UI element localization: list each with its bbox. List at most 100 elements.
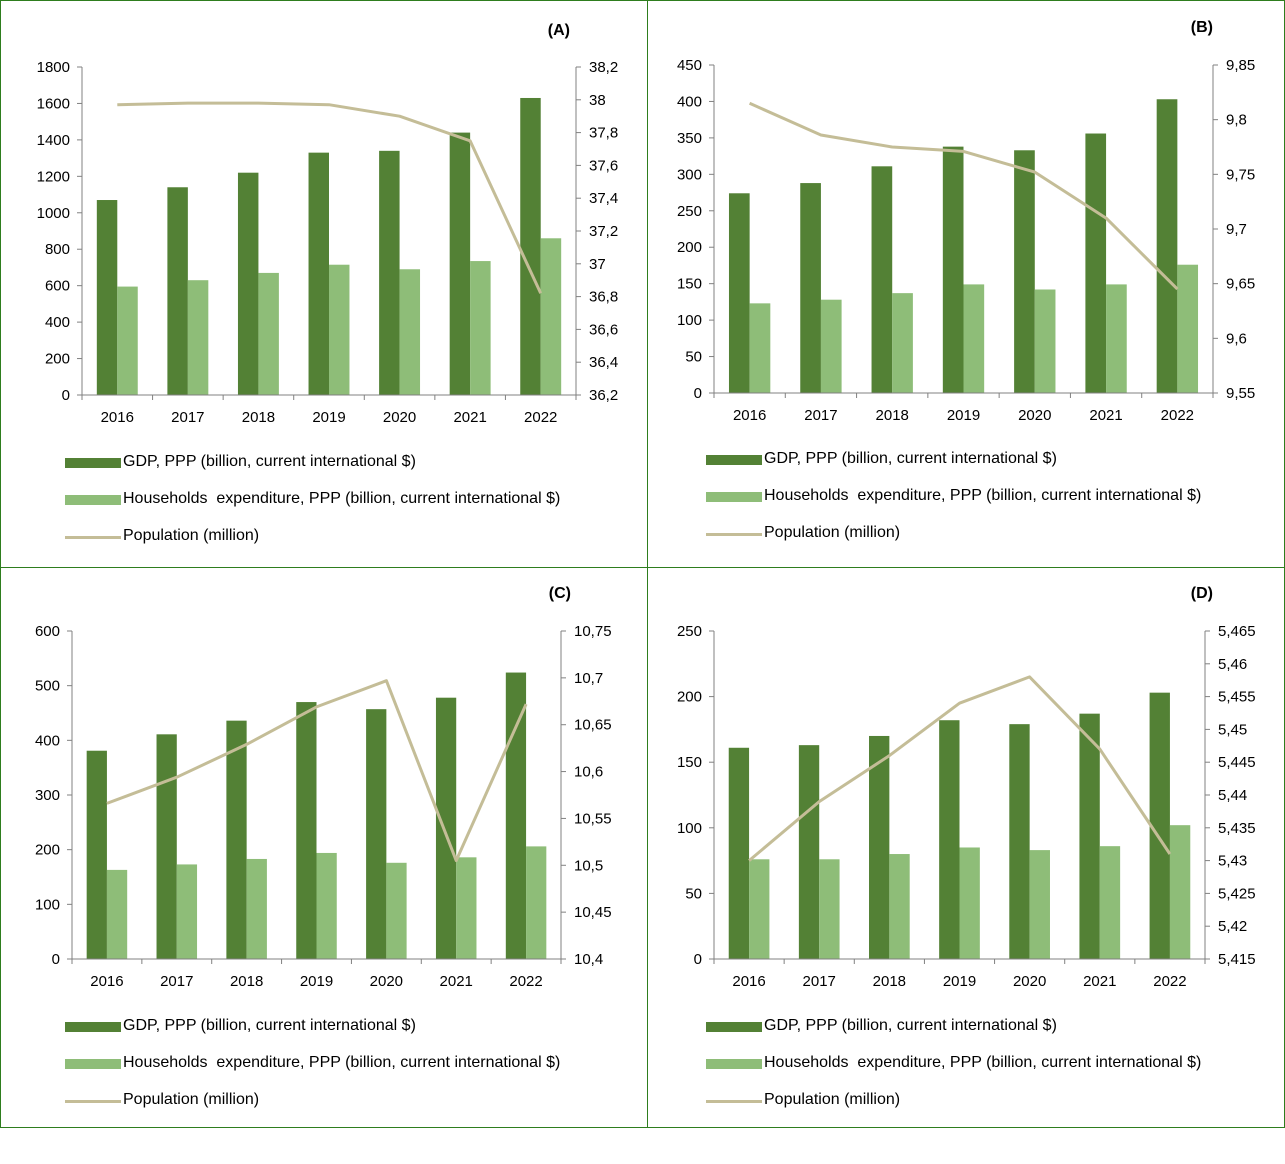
legend-swatch-gdp	[706, 455, 762, 465]
right-tick-label: 38,2	[589, 59, 618, 76]
bar-gdp	[939, 720, 960, 959]
bar-households	[117, 286, 138, 395]
chart-svg-b: (B) 0 50 100 150 200 250 300 350 400 450 9,55 9,6 9,6…	[677, 19, 1255, 424]
bar-households	[749, 859, 770, 959]
bar-gdp	[1079, 713, 1100, 959]
left-tick-label: 150	[677, 754, 702, 771]
legend-item-gdp: GDP, PPP (billion, current international…	[706, 1017, 1057, 1055]
bar-households	[1177, 264, 1199, 393]
right-tick-label: 10,4	[574, 951, 603, 968]
bar-households	[526, 846, 547, 959]
line-population	[748, 675, 1172, 862]
right-tick-label: 5,45	[1218, 721, 1247, 738]
bar-gdp	[156, 734, 177, 959]
panel-label: (A)	[548, 22, 570, 39]
legend-item-households: Households expenditure, PPP (billion, cu…	[65, 490, 560, 528]
right-tick-label: 10,65	[574, 717, 612, 734]
x-tick-label: 2020	[370, 973, 403, 990]
bar-households	[820, 299, 842, 393]
legend-swatch-gdp	[65, 458, 121, 468]
x-tick-label: 2016	[90, 973, 123, 990]
bar-households	[540, 238, 562, 395]
bar-households	[749, 303, 771, 393]
x-tick-label: 2019	[947, 407, 980, 424]
left-tick-label: 600	[45, 278, 70, 295]
legend-label-gdp: GDP, PPP (billion, current international…	[764, 450, 1057, 467]
left-tick-label: 400	[677, 93, 702, 110]
left-tick-label: 1800	[37, 59, 70, 76]
bar-households	[1106, 284, 1127, 393]
x-tick-label: 2016	[732, 973, 765, 990]
bar-gdp	[379, 150, 400, 395]
x-tick-label: 2021	[453, 409, 486, 426]
legend-label-population: Population (million)	[123, 527, 260, 544]
bar-households	[246, 858, 267, 959]
legend-label-population: Population (million)	[764, 524, 901, 541]
left-tick-label: 200	[45, 351, 70, 368]
legend-label-population: Population (million)	[123, 1091, 260, 1108]
right-tick-label: 38	[589, 92, 606, 109]
bar-gdp	[1014, 150, 1035, 393]
x-tick-label: 2022	[1161, 407, 1194, 424]
left-tick-label: 500	[35, 678, 60, 695]
bar-gdp	[167, 187, 188, 395]
bar-households	[176, 864, 198, 959]
legend-item-gdp: GDP, PPP (billion, current international…	[65, 453, 416, 491]
bar-gdp	[296, 702, 317, 959]
x-tick-label: 2018	[230, 973, 263, 990]
bar-households	[819, 859, 840, 959]
bar-gdp	[800, 183, 821, 393]
chart-svg-c: (C) 0 100 200 300 400 500 600 10,4 10,45 10,5 10,55…	[35, 585, 612, 990]
right-tick-label: 9,6	[1226, 330, 1247, 347]
right-tick-label: 36,6	[589, 321, 618, 338]
legend-d: GDP, PPP (billion, current international…	[706, 1017, 1201, 1129]
bar-gdp	[520, 97, 541, 395]
left-tick-label: 100	[35, 896, 60, 913]
x-tick-label: 2022	[524, 409, 557, 426]
left-tick-label: 0	[694, 385, 702, 402]
chart-svg-d: (D) 0 50 100 150 200 250 5,415 5,42 5,425 5,43 5,43…	[677, 585, 1256, 990]
x-tick-label: 2019	[312, 409, 345, 426]
right-tick-label: 5,44	[1218, 787, 1247, 804]
bar-gdp	[871, 166, 893, 393]
bar-gdp	[237, 172, 259, 395]
x-tick-label: 2018	[876, 407, 909, 424]
bar-gdp	[308, 152, 329, 395]
legend-item-population: Population (million)	[65, 1091, 259, 1129]
legend-item-gdp: GDP, PPP (billion, current international…	[706, 450, 1057, 488]
x-tick-label: 2021	[440, 973, 473, 990]
left-tick-label: 100	[677, 312, 702, 329]
x-tick-label: 2017	[171, 409, 204, 426]
right-tick-label: 37,4	[589, 190, 618, 207]
x-tick-label: 2018	[873, 973, 906, 990]
x-tick-label: 2018	[242, 409, 275, 426]
right-tick-label: 10,75	[574, 623, 612, 640]
legend-c: GDP, PPP (billion, current international…	[65, 1017, 560, 1129]
x-tick-label: 2022	[509, 973, 542, 990]
legend-swatch-population	[65, 1100, 121, 1103]
left-tick-label: 250	[677, 623, 702, 640]
legend-item-households: Households expenditure, PPP (billion, cu…	[706, 1054, 1201, 1092]
panel-label: (C)	[549, 585, 571, 602]
x-tick-label: 2019	[943, 973, 976, 990]
legend-label-households: Households expenditure, PPP (billion, cu…	[764, 1054, 1202, 1071]
right-tick-label: 5,435	[1218, 820, 1256, 837]
x-tick-label: 2020	[383, 409, 416, 426]
x-tick-label: 2021	[1083, 973, 1116, 990]
x-tick-label: 2020	[1018, 407, 1051, 424]
line-population	[748, 101, 1179, 291]
bar-gdp	[869, 735, 890, 959]
bar-gdp	[798, 745, 820, 959]
legend-label-gdp: GDP, PPP (billion, current international…	[764, 1017, 1057, 1034]
bar-households	[187, 280, 209, 395]
x-tick-label: 2022	[1153, 973, 1186, 990]
bar-households	[386, 862, 407, 959]
right-tick-label: 37	[589, 256, 606, 273]
legend-b: GDP, PPP (billion, current international…	[706, 450, 1201, 562]
panel-label: (D)	[1191, 585, 1213, 602]
right-tick-label: 36,8	[589, 289, 618, 306]
bar-households	[316, 852, 337, 959]
right-tick-label: 5,43	[1218, 853, 1247, 870]
right-tick-label: 5,465	[1218, 623, 1256, 640]
right-tick-label: 37,2	[589, 223, 618, 240]
